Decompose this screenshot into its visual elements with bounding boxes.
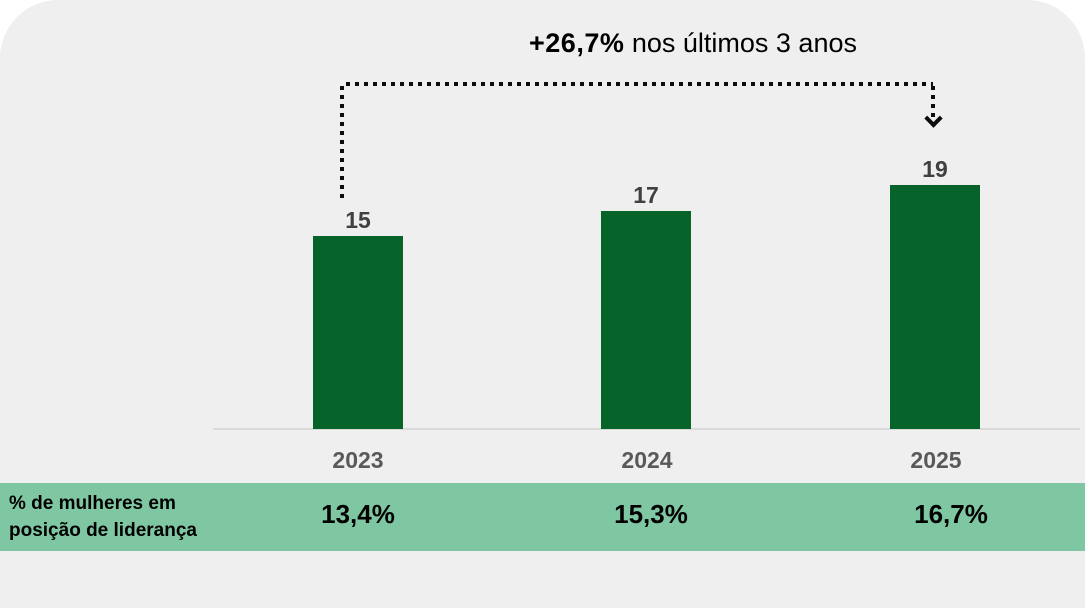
category-label-2023: 2023: [332, 447, 384, 473]
table-value-2024: 15,3%: [614, 499, 688, 529]
annotation-arrow-horizontal-line: [346, 82, 933, 86]
table-band: % de mulheres em posição de liderança 13…: [0, 483, 1085, 551]
annotation-arrow-end-line: [931, 86, 935, 118]
table-row-label: % de mulheres em posição de liderança: [9, 493, 197, 541]
table-value-2025: 16,7%: [914, 499, 988, 529]
arrow-down-icon: [924, 109, 943, 128]
bar-2025: [890, 185, 980, 429]
annotation-percent: +26,7%: [529, 28, 625, 58]
category-label-2025: 2025: [910, 447, 962, 473]
x-axis-line: [213, 428, 1080, 430]
bar-2023: [313, 236, 403, 429]
annotation-title: +26,7% nos últimos 3 anos: [529, 27, 857, 59]
category-label-2024: 2024: [621, 447, 673, 473]
bar-value-label-2023: 15: [345, 207, 371, 233]
annotation-arrow-start-line: [340, 86, 344, 198]
bar-value-label-2025: 19: [922, 156, 948, 182]
bar-2024: [601, 211, 691, 429]
bar-group-2024: 17: [601, 183, 691, 429]
bar-group-2025: 19: [890, 157, 980, 429]
bar-value-label-2024: 17: [633, 182, 659, 208]
annotation-text: nos últimos 3 anos: [624, 28, 857, 58]
table-value-2023: 13,4%: [321, 499, 395, 529]
bar-group-2023: 15: [313, 208, 403, 429]
